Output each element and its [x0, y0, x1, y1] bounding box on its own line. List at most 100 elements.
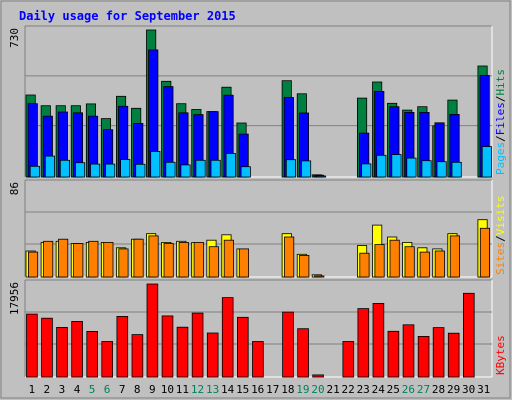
bar-kbytes-day-26 — [402, 324, 415, 378]
bar-sites-day-6 — [103, 241, 114, 278]
bar-sites-day-19 — [299, 254, 310, 278]
legend-separator: / — [494, 135, 507, 142]
bar-kbytes-day-14 — [221, 297, 234, 378]
bar-kbytes-day-20 — [312, 374, 324, 378]
bar-pages-day-3 — [59, 159, 70, 178]
bar-sites-day-29 — [449, 235, 460, 278]
bar-pages-day-13 — [210, 159, 221, 178]
bar-kbytes-day-28 — [432, 327, 445, 378]
x-tick-label-day-23: 23 — [357, 383, 370, 396]
bar-kbytes-day-12 — [191, 312, 204, 378]
x-tick-label-day-18: 18 — [281, 383, 294, 396]
bar-kbytes-day-7 — [116, 315, 129, 378]
bar-pages-day-28 — [436, 161, 447, 178]
bar-pages-day-29 — [451, 161, 462, 178]
bar-sites-day-31 — [479, 227, 490, 278]
bar-pages-day-24 — [376, 154, 387, 178]
bar-sites-day-28 — [434, 250, 445, 278]
bar-sites-day-23 — [359, 252, 370, 278]
bar-sites-day-14 — [223, 239, 234, 278]
bar-pages-day-14 — [225, 152, 236, 178]
x-tick-label-day-11: 11 — [176, 383, 189, 396]
x-tick-label-day-28: 28 — [432, 383, 445, 396]
bar-kbytes-day-3 — [56, 326, 68, 378]
bar-sites-day-27 — [419, 251, 430, 278]
bar-sites-day-18 — [284, 236, 295, 278]
x-tick-label-day-29: 29 — [447, 383, 460, 396]
bar-sites-day-3 — [58, 238, 69, 278]
bar-sites-day-5 — [88, 240, 99, 278]
legend-files: Files — [494, 102, 507, 135]
bar-kbytes-day-27 — [417, 335, 430, 378]
panel-kbytes: 17956 KBytes — [8, 279, 507, 378]
bar-sites-day-8 — [133, 238, 144, 278]
bar-kbytes-day-5 — [86, 330, 99, 378]
x-tick-label-day-26: 26 — [402, 383, 415, 396]
bar-sites-day-13 — [208, 246, 219, 278]
legend-sites: Sites — [494, 242, 507, 275]
legend-visits: Visits — [494, 196, 507, 236]
bar-pages-day-12 — [195, 159, 206, 178]
bar-kbytes-day-19 — [297, 328, 309, 378]
series-legend: Pages/Files/Hits — [494, 69, 507, 175]
legend-hits: Hits — [494, 69, 507, 96]
panel-sites-visits: 86 Sites/Visits — [8, 179, 507, 278]
bar-pages-day-1 — [29, 165, 40, 178]
bar-pages-day-8 — [135, 163, 146, 178]
bar-sites-day-7 — [118, 248, 129, 278]
bar-kbytes-day-25 — [387, 330, 400, 378]
x-tick-label-day-22: 22 — [341, 383, 354, 396]
bar-pages-day-7 — [120, 159, 131, 178]
bar-kbytes-day-10 — [161, 315, 174, 378]
bar-pages-day-23 — [361, 163, 372, 178]
y-axis-max-label: 730 — [8, 28, 21, 48]
bar-kbytes-day-11 — [176, 326, 189, 378]
x-tick-label-day-25: 25 — [387, 383, 400, 396]
bar-kbytes-day-4 — [71, 320, 83, 378]
legend-separator: / — [494, 96, 507, 103]
bar-pages-day-31 — [481, 146, 492, 178]
x-tick-label-day-30: 30 — [462, 383, 475, 396]
bar-kbytes-day-13 — [206, 332, 219, 378]
x-tick-label-day-8: 8 — [134, 383, 141, 396]
x-tick-label-day-15: 15 — [236, 383, 249, 396]
x-tick-label-day-20: 20 — [311, 383, 324, 396]
bar-sites-day-2 — [43, 240, 54, 278]
bar-pages-day-2 — [44, 155, 55, 178]
y-axis-max-label: 17956 — [8, 282, 21, 315]
bar-pages-day-20 — [315, 175, 327, 178]
legend-separator: / — [494, 235, 507, 242]
chart-title: Daily usage for September 2015 — [19, 9, 236, 23]
bar-sites-day-9 — [148, 235, 159, 278]
bar-pages-day-9 — [150, 150, 161, 178]
x-tick-label-day-16: 16 — [251, 383, 264, 396]
x-tick-label-day-1: 1 — [28, 383, 35, 396]
bar-pages-day-25 — [391, 154, 402, 178]
bar-pages-day-6 — [105, 163, 116, 178]
series-legend: Sites/Visits — [494, 196, 507, 276]
x-tick-label-day-2: 2 — [43, 383, 50, 396]
legend-pages: Pages — [494, 142, 507, 175]
bar-pages-day-11 — [180, 164, 191, 178]
x-tick-label-day-19: 19 — [296, 383, 309, 396]
bar-pages-day-18 — [285, 159, 296, 178]
x-tick-label-day-3: 3 — [59, 383, 66, 396]
bar-kbytes-day-30 — [462, 292, 475, 378]
bar-sites-day-24 — [374, 244, 385, 278]
bar-kbytes-day-6 — [101, 341, 114, 378]
series-legend: KBytes — [494, 335, 507, 375]
x-tick-label-day-10: 10 — [161, 383, 174, 396]
bar-kbytes-day-29 — [447, 332, 460, 378]
x-tick-label-day-21: 21 — [326, 383, 339, 396]
x-axis-day-labels: 1 2 3 4 5 6 7 8 9 10 11 12 13 14 15 16 17 18 19 20 21 22 23 24 2… — [28, 383, 490, 396]
x-tick-label-day-12: 12 — [191, 383, 204, 396]
bar-kbytes-day-2 — [41, 317, 53, 378]
bar-sites-day-12 — [193, 241, 204, 278]
bar-kbytes-day-24 — [372, 302, 385, 378]
x-tick-label-day-17: 17 — [266, 383, 279, 396]
x-tick-label-day-6: 6 — [104, 383, 111, 396]
bar-pages-day-26 — [406, 157, 417, 178]
